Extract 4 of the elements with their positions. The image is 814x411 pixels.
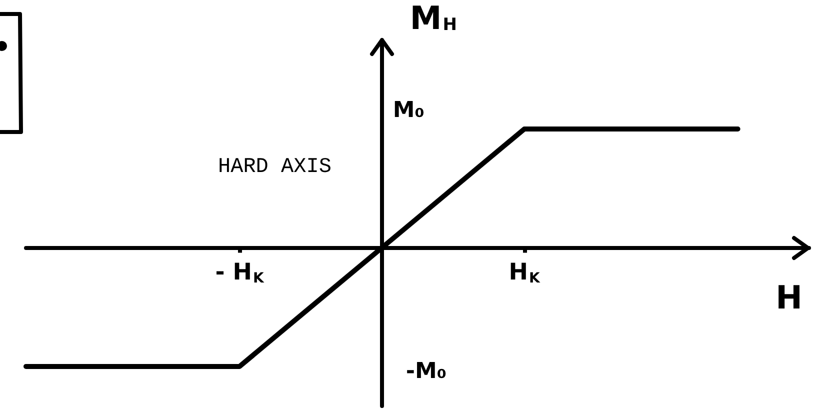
text: M₀ bbox=[392, 98, 424, 124]
text: HARD AXIS bbox=[218, 156, 332, 179]
x-axis-title: H bbox=[776, 278, 802, 317]
annotation: -M₀ bbox=[406, 359, 447, 384]
